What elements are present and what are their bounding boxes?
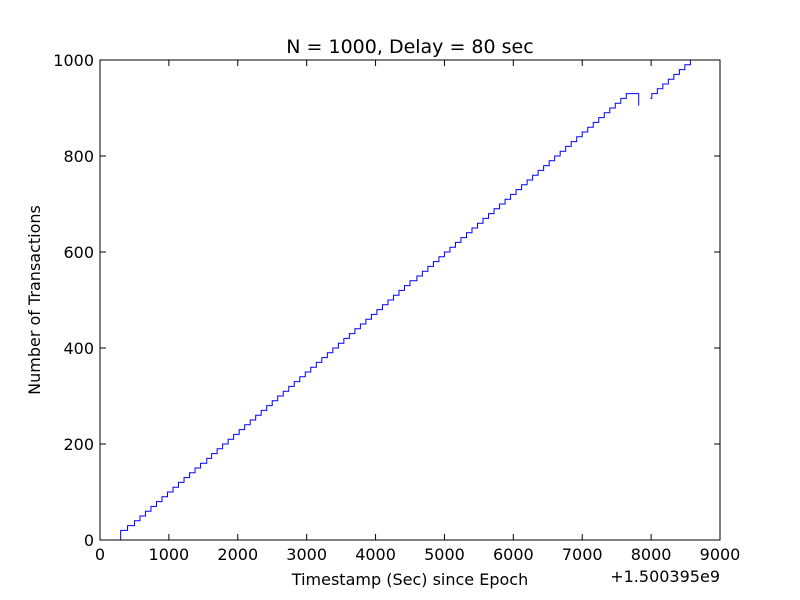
x-tick-label-6: 6000 (493, 545, 534, 564)
x-tick-label-0: 0 (95, 545, 105, 564)
x-tick-label-7: 7000 (562, 545, 603, 564)
plot-frame (99, 59, 721, 541)
chart-title: N = 1000, Delay = 80 sec (286, 36, 533, 58)
y-tick-label-1: 200 (63, 435, 94, 454)
x-tick-label-5: 5000 (424, 545, 465, 564)
x-tick-label-3: 3000 (286, 545, 327, 564)
x-tick-label-8: 8000 (631, 545, 672, 564)
x-tick-label-1: 1000 (149, 545, 190, 564)
x-offset-label: +1.500395e9 (610, 567, 720, 586)
x-tick-label-4: 4000 (355, 545, 396, 564)
series-0-line-segment-0 (119, 93, 640, 541)
y-tick-label-3: 600 (63, 243, 94, 262)
series-layer (119, 60, 691, 541)
y-axis-label: Number of Transactions (25, 205, 44, 395)
y-tick-label-2: 400 (63, 339, 94, 358)
x-axis-label: Timestamp (Sec) since Epoch (291, 570, 528, 589)
ticks-layer: 0 1000 2000 3000 4000 5000 6000 7000 8000 9000 0 20… (53, 51, 740, 564)
x-tick-label-9: 9000 (700, 545, 741, 564)
y-tick-label-0: 0 (84, 531, 94, 550)
y-tick-label-5: 1000 (53, 51, 94, 70)
x-tick-label-2: 2000 (217, 545, 258, 564)
series-0-line-segment-1 (650, 60, 691, 99)
y-tick-label-4: 800 (63, 147, 94, 166)
